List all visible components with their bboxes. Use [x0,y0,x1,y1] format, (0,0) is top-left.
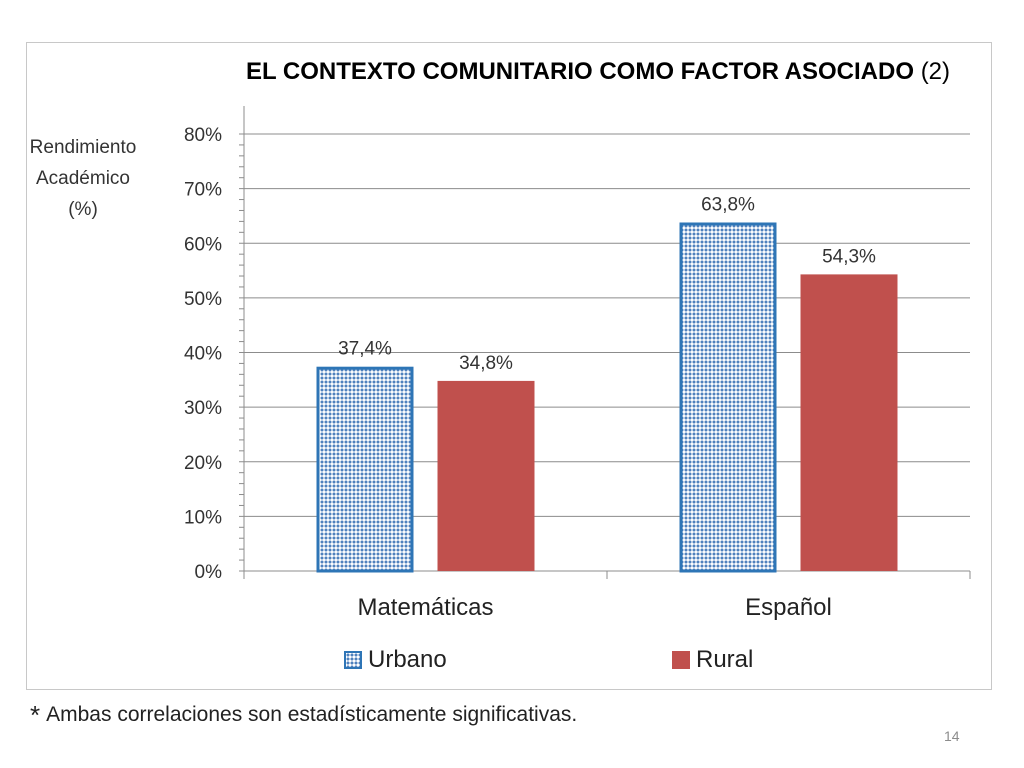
legend-item-urbano: Urbano [344,646,447,674]
data-label: 54,3% [822,246,876,267]
data-label: 34,8% [459,353,513,374]
footnote-text: Ambas correlaciones son estadísticamente… [46,703,578,726]
y-tick-label: 50% [184,289,222,310]
y-tick-label: 20% [184,453,222,474]
bar-urbano-2 [679,222,777,573]
data-label: 37,4% [338,339,392,360]
bar-rural-1 [437,380,535,571]
bar-rural-2 [800,274,898,571]
chart-title: EL CONTEXTO COMUNITARIO COMO FACTOR ASOC… [246,58,950,86]
chart-title-suffix: (2) [920,58,951,85]
y-tick-label: 0% [195,562,223,583]
footnote-star: * [30,700,41,730]
y-tick-label: 40% [184,344,222,365]
y-tick-label: 80% [184,125,222,146]
y-tick-label: 10% [184,507,222,528]
legend-item-rural: Rural [672,646,753,674]
y-tick-label: 60% [184,234,222,255]
y-axis-label-line-1: Rendimiento [29,137,137,158]
x-category-label: Matemáticas [357,594,493,621]
y-tick-label: 70% [184,180,222,201]
page-number: 14 [944,728,960,744]
y-tick-label: 30% [184,398,222,419]
x-category-label: Español [745,594,832,621]
y-axis-label: Rendimiento Académico (%) [28,132,138,225]
y-axis-label-line-2: Académico [36,168,130,189]
data-label: 63,8% [701,194,755,215]
chart-title-main: EL CONTEXTO COMUNITARIO COMO FACTOR ASOC… [246,58,915,85]
legend-swatch-urbano [344,651,362,669]
bar-urbano-1 [316,366,414,573]
legend-swatch-rural [672,651,690,669]
legend-label-urbano: Urbano [368,646,447,673]
legend-label-rural: Rural [696,646,754,673]
y-axis-label-line-3: (%) [68,199,98,220]
footnote: * Ambas correlaciones son estadísticament… [30,700,577,731]
